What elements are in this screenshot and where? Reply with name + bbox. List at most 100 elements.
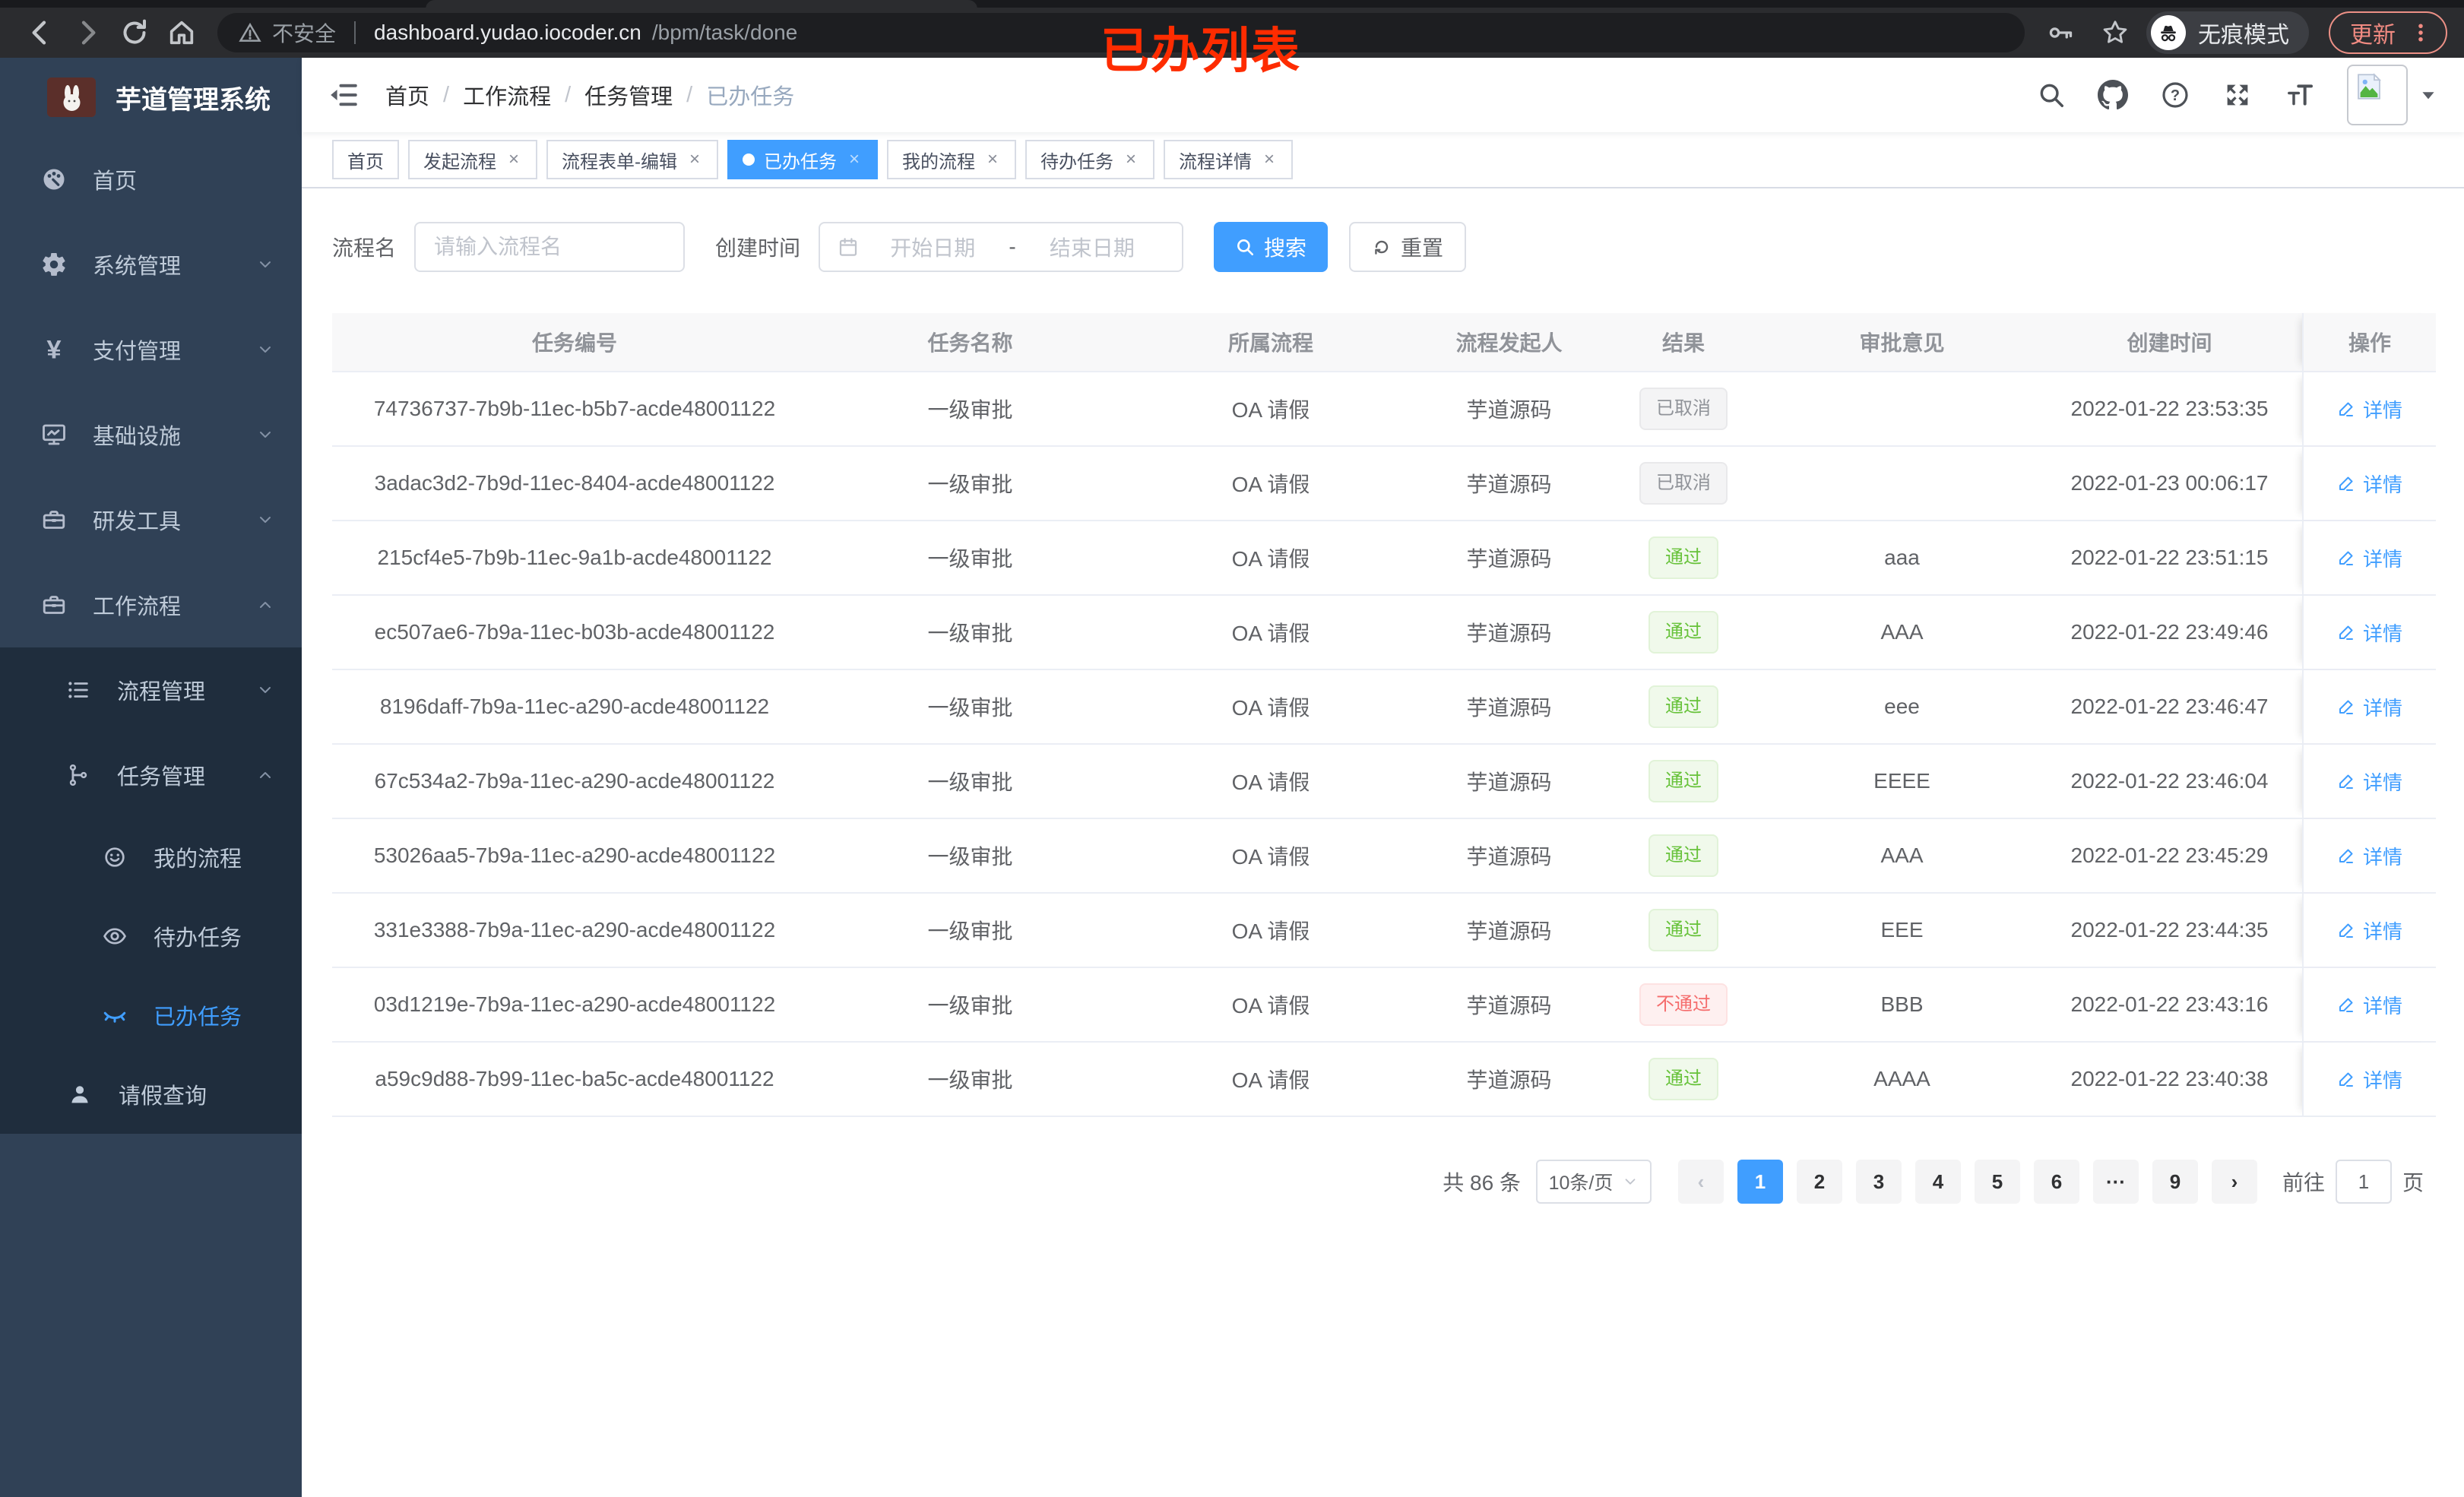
back-button[interactable] bbox=[17, 13, 64, 52]
font-size-icon[interactable] bbox=[2285, 80, 2315, 110]
browser-menu-icon[interactable] bbox=[2409, 21, 2432, 44]
detail-button[interactable]: 详情 bbox=[2337, 842, 2402, 870]
sidebar-item-label: 工作流程 bbox=[93, 595, 182, 619]
end-date-placeholder[interactable]: 结束日期 bbox=[1049, 236, 1135, 260]
detail-button[interactable]: 详情 bbox=[2337, 1065, 2402, 1093]
breadcrumb-item[interactable]: 工作流程 bbox=[463, 85, 552, 109]
monitor-icon bbox=[36, 421, 71, 448]
help-icon[interactable]: ? bbox=[2160, 80, 2190, 110]
avatar[interactable] bbox=[2347, 65, 2408, 125]
sidebar-item-label: 请假查询 bbox=[119, 1084, 207, 1109]
sidebar-item-payment[interactable]: ¥ 支付管理 bbox=[0, 307, 302, 392]
table-row: 67c534a2-7b9a-11ec-a290-acde48001122 一级审… bbox=[332, 745, 2436, 819]
browser-active-tab[interactable] bbox=[426, 0, 977, 9]
logo-row[interactable]: 芋道管理系统 bbox=[0, 58, 302, 137]
caret-down-icon[interactable] bbox=[2418, 85, 2438, 105]
forward-button[interactable] bbox=[64, 13, 111, 52]
breadcrumb-item[interactable]: 首页 bbox=[385, 85, 430, 109]
active-tab-dot bbox=[743, 153, 755, 166]
sidebar-item-leave-query[interactable]: 请假查询 bbox=[0, 1055, 302, 1134]
reload-button[interactable] bbox=[111, 13, 158, 52]
key-icon[interactable] bbox=[2037, 13, 2084, 52]
sidebar-item-label: 待办任务 bbox=[154, 926, 242, 951]
sidebar-item-done-tasks[interactable]: 已办任务 bbox=[0, 976, 302, 1055]
page-button-1[interactable]: 1 bbox=[1737, 1160, 1783, 1204]
sidebar-item-home[interactable]: 首页 bbox=[0, 137, 302, 222]
detail-button[interactable]: 详情 bbox=[2337, 991, 2402, 1019]
detail-button[interactable]: 详情 bbox=[2337, 916, 2402, 945]
tab-home[interactable]: 首页 bbox=[332, 140, 399, 179]
detail-button-label: 详情 bbox=[2362, 473, 2402, 496]
tab-process-detail[interactable]: 流程详情 × bbox=[1164, 140, 1293, 179]
breadcrumb-item[interactable]: 任务管理 bbox=[584, 85, 673, 109]
search-icon[interactable] bbox=[2037, 81, 2066, 109]
cell-task-id: 331e3388-7b9a-11ec-a290-acde48001122 bbox=[373, 918, 776, 942]
update-button[interactable]: 更新 bbox=[2329, 11, 2447, 54]
detail-button-label: 详情 bbox=[2362, 994, 2402, 1018]
detail-button[interactable]: 详情 bbox=[2337, 693, 2402, 721]
sidebar-item-infra[interactable]: 基础设施 bbox=[0, 392, 302, 477]
detail-button[interactable]: 详情 bbox=[2337, 470, 2402, 498]
toolbox-icon bbox=[36, 506, 71, 533]
detail-button[interactable]: 详情 bbox=[2337, 767, 2402, 796]
sidebar: 芋道管理系统 首页 系统管理 ¥ 支付管理 基础设施 bbox=[0, 58, 302, 1497]
close-icon[interactable]: × bbox=[689, 149, 700, 169]
tab-todo-tasks[interactable]: 待办任务 × bbox=[1025, 140, 1154, 179]
date-range-picker[interactable]: 开始日期 - 结束日期 bbox=[819, 222, 1184, 272]
sidebar-item-dev-tools[interactable]: 研发工具 bbox=[0, 477, 302, 562]
tab-done-tasks[interactable]: 已办任务 × bbox=[727, 140, 878, 179]
page-button-3[interactable]: 3 bbox=[1855, 1160, 1902, 1204]
page-suffix: 页 bbox=[2402, 1171, 2424, 1195]
start-date-placeholder[interactable]: 开始日期 bbox=[890, 236, 976, 260]
page-button-5[interactable]: 5 bbox=[1974, 1160, 2020, 1204]
cell-task-name: 一级审批 bbox=[927, 771, 1013, 794]
sidebar-item-system[interactable]: 系统管理 bbox=[0, 222, 302, 307]
next-page-button[interactable]: › bbox=[2211, 1160, 2257, 1204]
reset-button[interactable]: 重置 bbox=[1349, 222, 1467, 272]
close-icon[interactable]: × bbox=[1263, 149, 1275, 169]
search-button[interactable]: 搜索 bbox=[1214, 222, 1329, 272]
chevron-up-icon bbox=[256, 766, 274, 784]
home-button[interactable] bbox=[158, 13, 205, 52]
fullscreen-icon[interactable] bbox=[2222, 80, 2253, 110]
prev-page-button[interactable]: ‹ bbox=[1677, 1160, 1724, 1204]
page-button-6[interactable]: 6 bbox=[2033, 1160, 2079, 1204]
page-button-4[interactable]: 4 bbox=[1915, 1160, 1961, 1204]
close-icon[interactable]: × bbox=[987, 149, 998, 169]
detail-button[interactable]: 详情 bbox=[2337, 395, 2402, 423]
face-icon bbox=[97, 844, 132, 870]
tab-start-process[interactable]: 发起流程 × bbox=[408, 140, 537, 179]
sidebar-item-workflow[interactable]: 工作流程 bbox=[0, 562, 302, 647]
process-name-input[interactable] bbox=[414, 222, 686, 272]
more-pages-button[interactable]: ··· bbox=[2092, 1160, 2139, 1204]
bookmark-star-icon[interactable] bbox=[2092, 13, 2139, 52]
sidebar-item-process-mgmt[interactable]: 流程管理 bbox=[0, 647, 302, 733]
security-label[interactable]: 不安全 bbox=[272, 22, 337, 46]
page-size-select[interactable]: 10条/页 bbox=[1535, 1160, 1652, 1204]
close-icon[interactable]: × bbox=[1125, 149, 1136, 169]
cell-task-id: 215cf4e5-7b9b-11ec-9a1b-acde48001122 bbox=[377, 546, 772, 569]
sidebar-item-todo-tasks[interactable]: 待办任务 bbox=[0, 897, 302, 976]
goto-page-input[interactable] bbox=[2335, 1160, 2392, 1204]
cell-task-name: 一级审批 bbox=[927, 547, 1013, 571]
close-icon[interactable]: × bbox=[508, 149, 519, 169]
cell-comment: BBB bbox=[1880, 992, 1924, 1016]
detail-button[interactable]: 详情 bbox=[2337, 544, 2402, 572]
github-icon[interactable] bbox=[2098, 80, 2128, 110]
tab-label: 已办任务 bbox=[764, 151, 837, 172]
cell-created-at: 2022-01-23 00:06:17 bbox=[2070, 471, 2269, 495]
sidebar-item-my-process[interactable]: 我的流程 bbox=[0, 818, 302, 897]
tab-label: 首页 bbox=[347, 151, 384, 172]
page-button-9[interactable]: 9 bbox=[2152, 1160, 2198, 1204]
tab-process-form-edit[interactable]: 流程表单-编辑 × bbox=[546, 140, 718, 179]
tab-my-process[interactable]: 我的流程 × bbox=[887, 140, 1016, 179]
page-button-2[interactable]: 2 bbox=[1796, 1160, 1842, 1204]
dashboard-icon bbox=[36, 166, 71, 193]
eye-closed-icon bbox=[97, 1002, 132, 1028]
sidebar-item-task-mgmt[interactable]: 任务管理 bbox=[0, 733, 302, 818]
sidebar-fold-icon[interactable] bbox=[328, 79, 359, 111]
sidebar-item-label: 基础设施 bbox=[93, 425, 182, 449]
close-icon[interactable]: × bbox=[848, 149, 860, 169]
address-bar[interactable]: 不安全 dashboard.yudao.iocoder.cn/bpm/task/… bbox=[217, 13, 2025, 52]
detail-button[interactable]: 详情 bbox=[2337, 619, 2402, 647]
